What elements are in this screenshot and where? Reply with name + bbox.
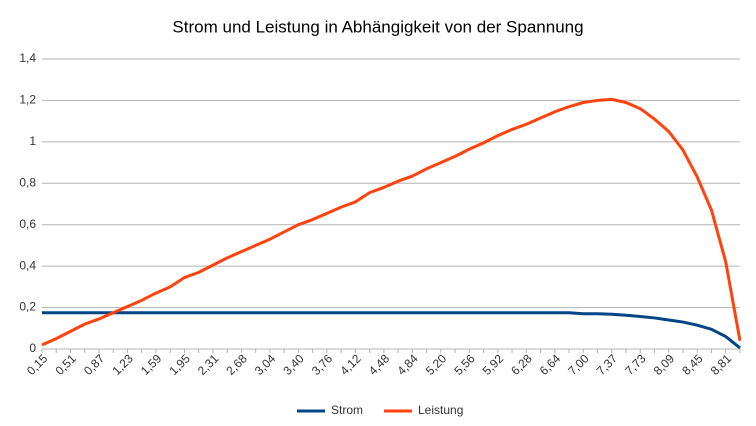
x-tick-label: 6,64 [537, 351, 564, 378]
x-tick-label: 7,37 [594, 351, 621, 378]
series-line [41, 97, 742, 347]
x-tick-label: 3,04 [252, 351, 279, 378]
x-tick-label: 1,59 [138, 351, 165, 378]
x-tick-label: 1,95 [166, 351, 193, 378]
x-tick-label: 1,23 [109, 351, 136, 378]
y-tick-label: 1 [29, 134, 36, 148]
x-tick-label: 8,09 [651, 351, 678, 378]
x-tick-label: 7,00 [565, 351, 592, 378]
x-tick-label: 5,20 [423, 351, 450, 378]
x-tick-label: 5,56 [451, 351, 478, 378]
legend-label: Strom [331, 403, 363, 417]
y-tick-label: 0 [29, 341, 36, 355]
x-tick-label: 7,73 [622, 351, 649, 378]
x-tick-label: 4,12 [337, 351, 364, 378]
x-tick-label: 8,45 [679, 351, 706, 378]
x-tick-label: 3,40 [280, 351, 307, 378]
x-tick-label: 0,15 [24, 351, 51, 378]
x-tick-label: 8,81 [708, 351, 735, 378]
y-tick-label: 0,6 [19, 217, 36, 231]
y-tick-label: 1,2 [19, 93, 36, 107]
x-tick-label: 5,92 [480, 351, 507, 378]
y-tick-label: 0,4 [19, 258, 36, 272]
x-tick-label: 4,84 [394, 351, 421, 378]
legend-label: Leistung [418, 403, 463, 417]
x-tick-label: 3,76 [309, 351, 336, 378]
x-tick-label: 0,51 [52, 351, 79, 378]
x-tick-label: 2,31 [195, 351, 222, 378]
x-tick-label: 4,48 [366, 351, 393, 378]
x-tick-label: 0,87 [81, 351, 108, 378]
y-tick-label: 0,8 [19, 175, 36, 189]
chart-title: Strom und Leistung in Abhängigkeit von d… [172, 17, 583, 36]
x-tick-label: 6,28 [508, 351, 535, 378]
series-line [42, 311, 741, 350]
y-tick-label: 1,4 [19, 51, 36, 65]
x-tick-label: 2,68 [223, 351, 250, 378]
y-tick-label: 0,2 [19, 300, 36, 314]
